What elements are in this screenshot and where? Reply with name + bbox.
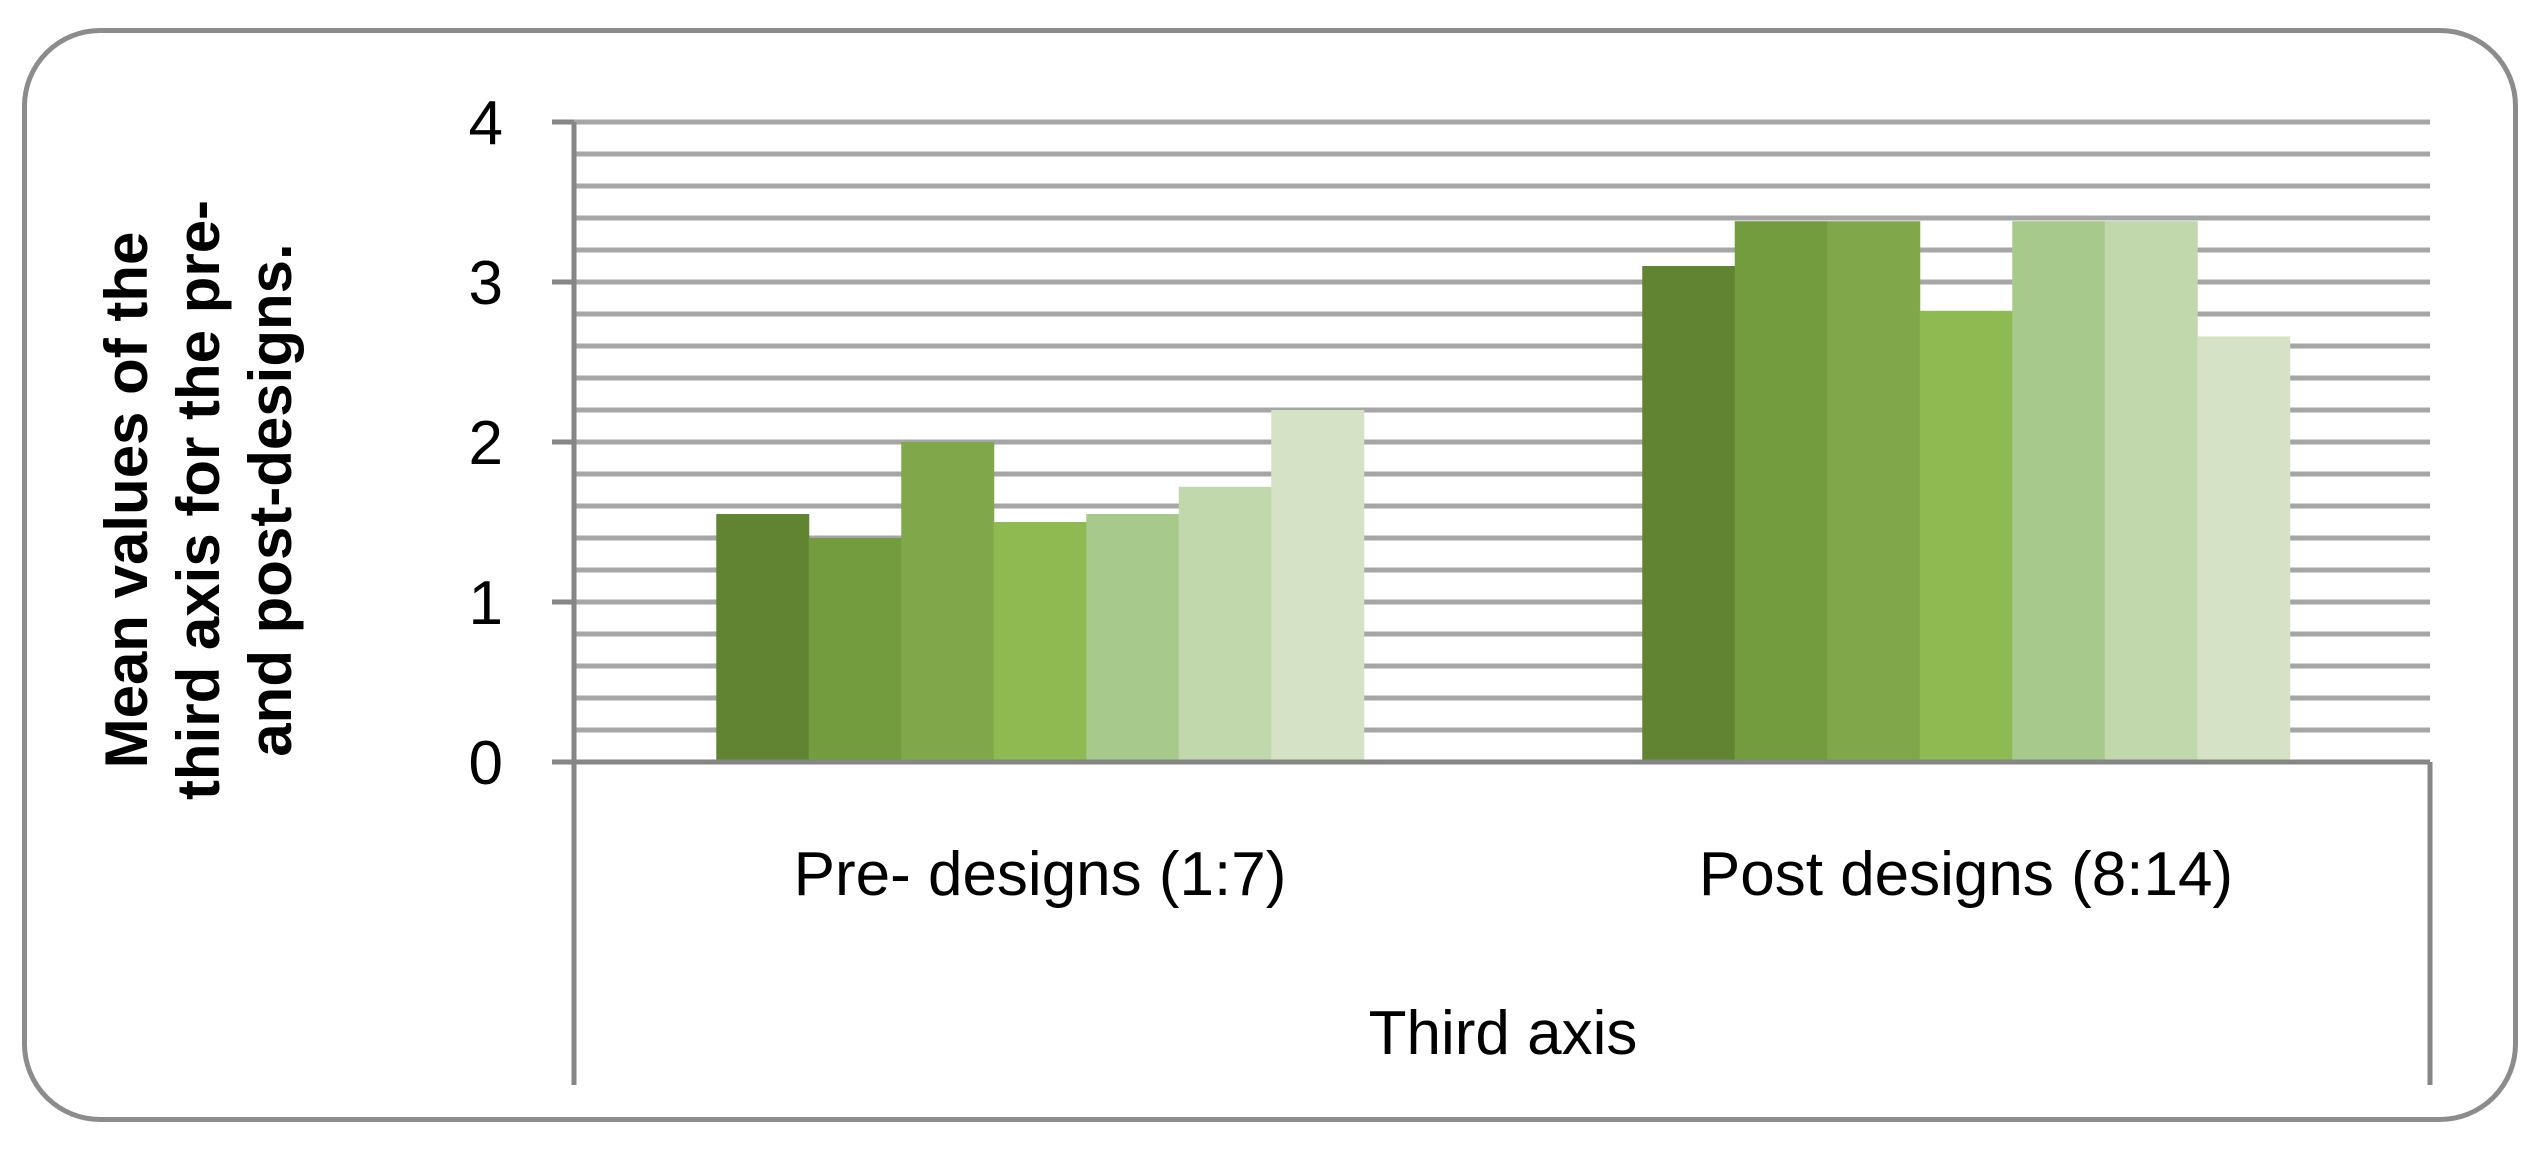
y-tick-label: 3 [469,249,503,318]
y-tick-label: 0 [469,729,503,798]
y-tick-label: 4 [469,89,503,158]
bar-post-5 [2012,221,2106,762]
bar-post-2 [1734,221,1828,762]
bar-pre-7 [1271,410,1365,762]
y-tick-label: 2 [469,409,503,478]
bar-pre-1 [716,514,810,762]
bar-post-4 [1919,310,2013,762]
axes [552,119,2433,1085]
bar-pre-4 [993,522,1087,762]
bar-post-3 [1827,221,1921,762]
bar-pre-2 [808,538,902,762]
y-axis-title-line-1: Mean values of the [93,232,160,769]
bar-post-7 [2197,336,2291,762]
bar-post-1 [1642,266,1736,762]
bar-pre-5 [1086,514,1180,762]
category-label-pre-designs: Pre- designs (1:7) [794,840,1287,909]
bar-post-6 [2104,221,2198,762]
bar-pre-3 [901,442,995,762]
category-label-post-designs: Post designs (8:14) [1699,840,2233,909]
y-axis-title-line-3: and post-designs. [237,243,304,756]
y-axis-title-line-2: third axis for the pre- [165,200,232,800]
y-axis-title: Mean values of the third axis for the pr… [93,200,304,800]
y-tick-labels: 0 1 2 3 4 [469,89,503,798]
bar-pre-6 [1178,486,1272,762]
x-axis-title: Third axis [1369,999,1638,1068]
bars [716,221,2291,762]
y-tick-label: 1 [469,569,503,638]
